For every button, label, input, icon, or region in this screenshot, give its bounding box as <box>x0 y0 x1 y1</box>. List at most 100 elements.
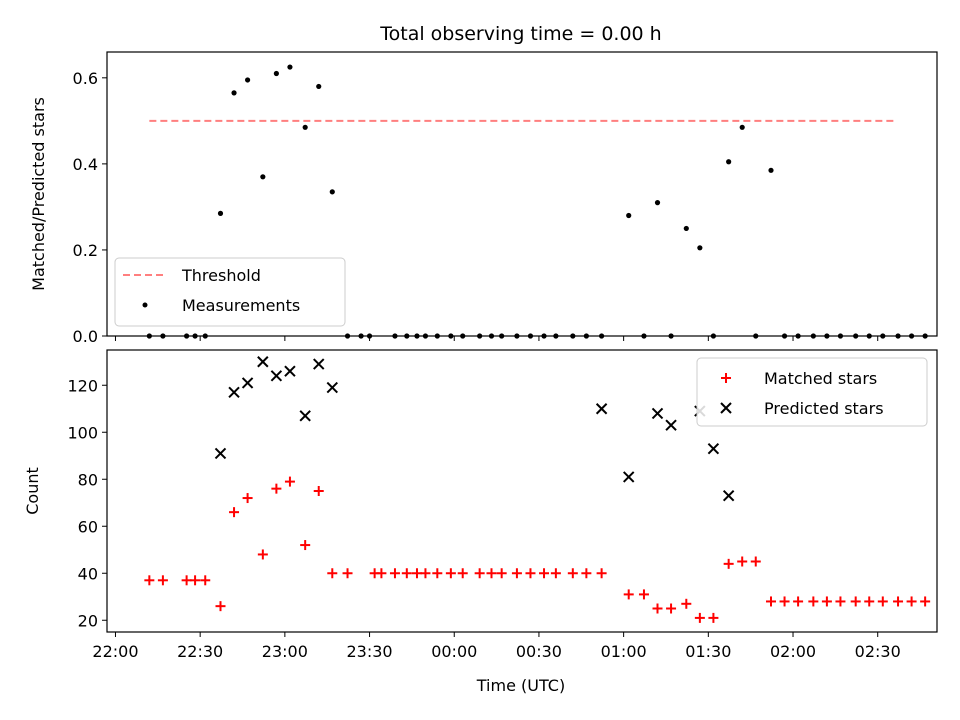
x-tick-label: 23:00 <box>262 642 308 661</box>
x-tick-label: 02:30 <box>855 642 901 661</box>
predicted-x-b <box>665 419 677 431</box>
predicted-x-b <box>707 442 720 455</box>
x-tick-label: 01:30 <box>685 642 731 661</box>
predicted-star-point <box>228 386 240 399</box>
matched-star-point <box>766 596 776 607</box>
chart-title: Total observing time = 0.00 h <box>379 23 661 45</box>
matched-star-point <box>486 568 497 579</box>
predicted-x-b <box>623 471 635 483</box>
predicted-x-b <box>241 377 254 389</box>
measurement-point <box>287 64 293 70</box>
bottom-legend-box <box>696 357 928 427</box>
matched-star-point <box>411 568 422 579</box>
matched-star-point <box>284 476 295 487</box>
measurement-point <box>260 174 266 180</box>
predicted-x-b <box>214 447 227 460</box>
matched-star-point <box>257 549 268 560</box>
measurement-point <box>739 124 745 130</box>
measurement-point <box>697 245 703 251</box>
measurement-point <box>626 212 632 219</box>
matched-star-point <box>401 568 412 579</box>
predicted-star-point <box>241 377 254 389</box>
matched-star-point <box>793 596 804 607</box>
matched-star-point <box>550 568 561 579</box>
predicted-x-b <box>651 407 664 420</box>
matched-star-point <box>313 486 324 496</box>
top-x-ticks <box>114 336 879 341</box>
matched-star-point <box>457 568 468 579</box>
matched-star-point <box>432 568 443 579</box>
predicted-star-point <box>326 381 338 394</box>
predicted-x-b <box>257 356 269 368</box>
top-y-axis-label: Matched/Predicted stars <box>29 97 48 291</box>
matched-star-point <box>376 568 387 579</box>
matched-star-point <box>144 575 155 586</box>
legend-measurements-label: Measurements <box>182 296 300 315</box>
predicted-x-b <box>228 386 240 399</box>
bottom-y-axis-label: Count <box>23 467 42 515</box>
matched-star-point <box>190 575 201 586</box>
matched-stars-series <box>144 476 931 623</box>
matched-star-point <box>581 568 592 579</box>
bottom-y-tick-label: 40 <box>78 564 98 583</box>
bottom-y-tick-label: 60 <box>78 517 98 536</box>
x-tick-label: 00:30 <box>516 642 562 661</box>
legend-threshold-label: Threshold <box>181 266 261 285</box>
matched-star-point <box>300 540 311 551</box>
measurement-point <box>302 124 308 130</box>
matched-star-point <box>708 612 719 623</box>
matched-star-point <box>596 568 607 579</box>
matched-star-point <box>694 612 705 623</box>
matched-star-point <box>808 596 819 607</box>
x-tick-label: 00:00 <box>431 642 477 661</box>
predicted-star-point <box>257 356 269 368</box>
predicted-star-point <box>722 489 735 502</box>
matched-star-point <box>420 568 431 579</box>
matched-star-point <box>821 596 832 607</box>
matched-star-point <box>652 603 663 614</box>
matched-star-point <box>445 568 456 579</box>
top-legend: Threshold Measurements <box>114 257 346 327</box>
x-tick-label: 02:00 <box>770 642 816 661</box>
top-legend-box <box>114 257 346 327</box>
x-tick-label: 22:00 <box>92 642 138 661</box>
matched-star-point <box>623 589 634 600</box>
matched-star-point <box>525 568 536 579</box>
predicted-star-point <box>623 471 635 483</box>
x-tick-label: 22:30 <box>177 642 223 661</box>
predicted-x-b <box>270 370 283 382</box>
matched-star-point <box>737 556 748 567</box>
matched-star-point <box>681 598 692 609</box>
matched-star-point <box>474 568 485 579</box>
predicted-star-point <box>707 442 720 455</box>
predicted-star-point <box>284 365 296 377</box>
matched-star-point <box>893 596 904 607</box>
bottom-y-tick-label: 20 <box>78 611 98 630</box>
predicted-star-point <box>595 403 608 415</box>
measurement-point <box>244 77 251 83</box>
matched-star-point <box>511 568 522 579</box>
matched-star-point <box>920 596 931 607</box>
bottom-legend: Matched stars Predicted stars <box>696 357 928 427</box>
measurement-point <box>217 210 224 216</box>
matched-star-point <box>389 568 400 579</box>
measurement-point <box>726 159 732 165</box>
matched-star-point <box>200 575 211 586</box>
measurement-point <box>316 83 322 90</box>
measurement-point <box>768 167 774 173</box>
predicted-star-point <box>313 358 325 370</box>
matched-star-point <box>271 483 282 494</box>
bottom-panel: 20 40 60 80 100 120 22:00 22:30 23:00 23:30 00:00… <box>23 349 938 695</box>
predicted-star-point <box>299 410 311 422</box>
matched-star-point <box>638 589 649 600</box>
bottom-y-tick-label: 100 <box>67 423 98 442</box>
matched-star-point <box>496 568 507 579</box>
top-y-tick-label: 0.2 <box>73 241 98 260</box>
bottom-y-tick-label: 120 <box>67 376 98 395</box>
top-y-tick-label: 0.4 <box>73 155 98 174</box>
matched-star-point <box>242 493 253 504</box>
measurement-point <box>231 90 237 96</box>
predicted-x-b <box>722 489 735 502</box>
predicted-x-b <box>595 403 608 415</box>
